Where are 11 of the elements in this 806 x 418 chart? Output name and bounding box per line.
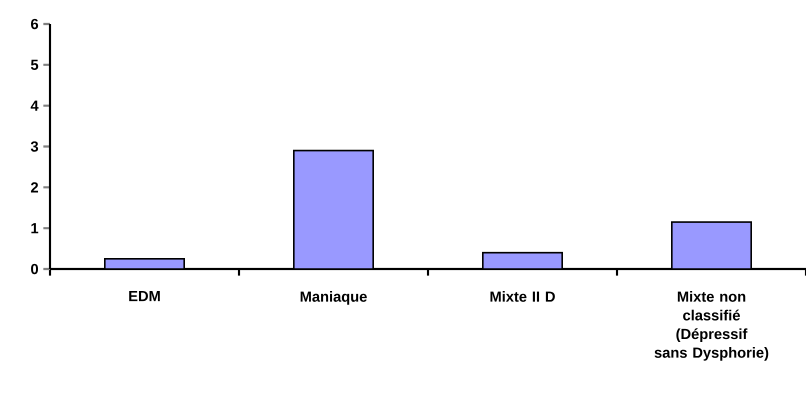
x-tick-label: Mixte II D (490, 291, 555, 302)
y-tick-label: 5 (30, 60, 38, 70)
y-tick-label: 1 (31, 223, 38, 234)
x-tick-label: Mixte non classifié (Dépressif sans Dysphorie) (654, 291, 768, 361)
x-tick-label: EDM (129, 291, 160, 302)
y-tick-label: 4 (30, 100, 39, 111)
y-tick-label: 2 (30, 182, 38, 192)
y-tick-label: 6 (31, 18, 38, 30)
y-tick-label: 0 (31, 264, 38, 274)
x-tick-label: Maniaque (300, 291, 367, 305)
y-tick-label: 3 (30, 141, 38, 152)
